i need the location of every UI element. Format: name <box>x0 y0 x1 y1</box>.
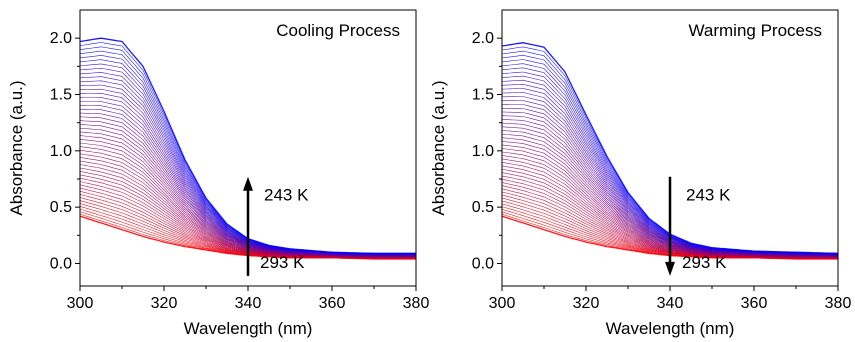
cooling-x-tick-label: 360 <box>319 295 346 312</box>
warming-x-tick-label: 360 <box>741 295 768 312</box>
warming-x-tick-label: 340 <box>657 295 684 312</box>
warming-label-243k: 243 K <box>686 185 731 204</box>
cooling-panel: 300 320 340 360 380 0.0 0.5 1.0 1.5 2.0 Cooling P… <box>7 9 430 338</box>
warming-axis-ticks: 300 320 340 360 380 0.0 0.5 1.0 1.5 2.0 <box>472 30 852 312</box>
cooling-y-tick-label: 0.0 <box>50 255 72 272</box>
cooling-axis-ticks: 300 320 340 360 380 0.0 0.5 1.0 1.5 2.0 <box>50 30 430 312</box>
cooling-y-axis-title: Absorbance (a.u.) <box>7 80 26 215</box>
warming-x-axis-title: Wavelength (nm) <box>606 319 735 338</box>
warming-y-tick-label: 1.5 <box>472 86 494 103</box>
warming-y-tick-label: 2.0 <box>472 30 494 47</box>
warming-y-tick-label: 0.5 <box>472 199 494 216</box>
cooling-x-tick-label: 300 <box>67 295 94 312</box>
cooling-label-243k: 243 K <box>264 185 309 204</box>
cooling-temperature-arrow <box>243 176 253 276</box>
cooling-label-293k: 293 K <box>260 253 305 272</box>
warming-arrow-head <box>665 261 675 276</box>
warming-y-tick-label: 1.0 <box>472 143 494 160</box>
warming-panel-title: Warming Process <box>688 21 822 40</box>
cooling-x-tick-label: 380 <box>403 295 430 312</box>
warming-x-tick-label: 380 <box>825 295 852 312</box>
warming-x-tick-label: 300 <box>489 295 516 312</box>
cooling-x-axis-title: Wavelength (nm) <box>184 319 313 338</box>
cooling-y-tick-label: 0.5 <box>50 199 72 216</box>
warming-panel: 300 320 340 360 380 0.0 0.5 1.0 1.5 2.0 Warming P… <box>429 9 852 338</box>
warming-y-axis-title: Absorbance (a.u.) <box>429 80 448 215</box>
cooling-arrow-head <box>243 176 253 191</box>
cooling-y-tick-label: 2.0 <box>50 30 72 47</box>
warming-temperature-arrow <box>665 176 675 276</box>
cooling-y-tick-label: 1.5 <box>50 86 72 103</box>
warming-y-tick-label: 0.0 <box>472 255 494 272</box>
warming-x-tick-label: 320 <box>573 295 600 312</box>
cooling-y-tick-label: 1.0 <box>50 143 72 160</box>
cooling-panel-title: Cooling Process <box>276 21 400 40</box>
cooling-x-tick-label: 340 <box>235 295 262 312</box>
cooling-x-tick-label: 320 <box>151 295 178 312</box>
warming-label-293k: 293 K <box>682 253 727 272</box>
